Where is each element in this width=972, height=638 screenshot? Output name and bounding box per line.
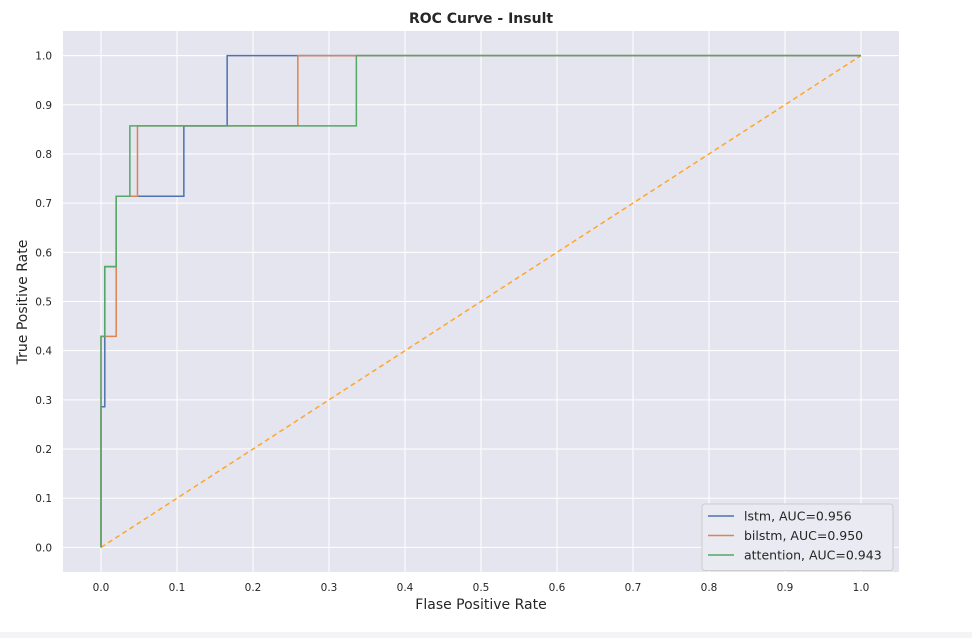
y-tick-label: 0.2 [35, 444, 52, 456]
y-tick-label: 0.0 [35, 542, 52, 554]
series-line [100, 54, 861, 548]
y-tick-label: 0.1 [35, 493, 52, 505]
legend: lstm, AUC=0.956 bilstm, AUC=0.950 attentio… [701, 503, 894, 571]
series-layer [100, 54, 862, 549]
x-tick-label: 0.2 [245, 582, 262, 594]
series-line [100, 54, 861, 548]
y-tick-label: 0.5 [35, 297, 52, 309]
x-tick-label: 0.5 [473, 582, 490, 594]
chart-title: ROC Curve - Insult [409, 11, 553, 27]
y-tick-label: 0.9 [35, 100, 52, 112]
legend-box [701, 503, 894, 571]
legend-label: lstm, AUC=0.956 [744, 509, 852, 524]
x-tick-label: 0.8 [701, 582, 718, 594]
x-tick-label: 1.0 [853, 582, 870, 594]
x-tick-label: 0.4 [397, 582, 414, 594]
y-tick-label: 0.3 [35, 395, 52, 407]
x-axis-label: Flase Positive Rate [415, 597, 546, 613]
x-tick-label: 0.1 [169, 582, 186, 594]
x-tick-label: 0.9 [777, 582, 794, 594]
y-tick-label: 0.8 [35, 149, 52, 161]
chance-diagonal-line [100, 54, 862, 549]
y-tick-label: 1.0 [35, 51, 52, 63]
x-tick-label: 0.0 [93, 582, 110, 594]
legend-label: attention, AUC=0.943 [744, 548, 882, 563]
x-tick-label: 0.3 [321, 582, 338, 594]
y-tick-label: 0.6 [35, 247, 52, 259]
bottom-strip [0, 632, 972, 638]
y-axis-label: True Positive Rate [15, 240, 31, 366]
legend-label: bilstm, AUC=0.950 [744, 528, 863, 543]
x-tick-label: 0.6 [549, 582, 566, 594]
y-tick-label: 0.7 [35, 198, 52, 210]
y-tick-label: 0.4 [35, 346, 52, 358]
x-tick-label: 0.7 [625, 582, 642, 594]
ticks: 0.0 0.1 0.2 0.3 0.4 0.5 0.6 0.7 0.8 0.9 1.0 0.0 0.1 0… [35, 51, 869, 594]
